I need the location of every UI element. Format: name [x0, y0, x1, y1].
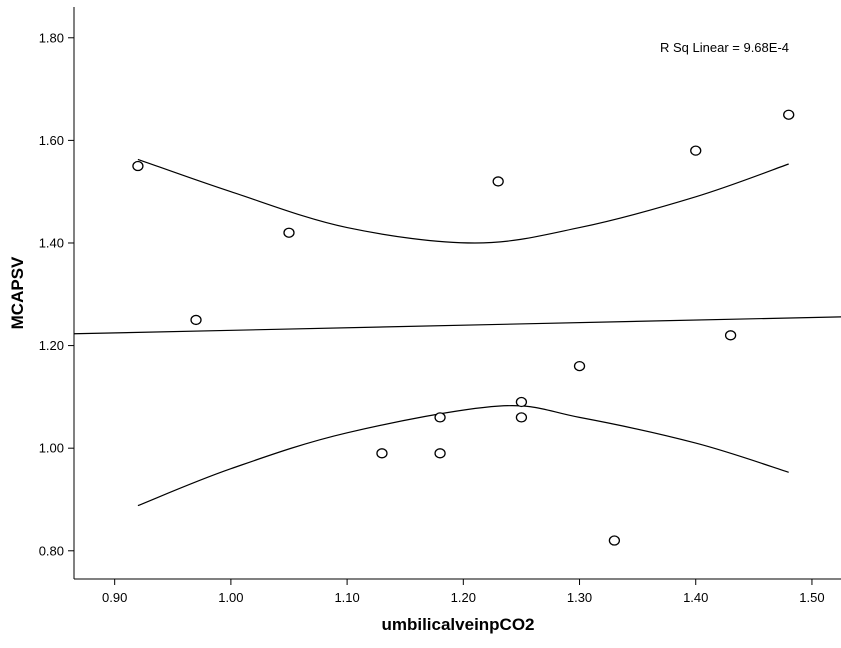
r-squared-annotation: R Sq Linear = 9.68E-4	[660, 40, 789, 55]
y-ticks: 0.80 1.00 1.20 1.40 1.60 1.80	[39, 30, 74, 558]
data-point	[283, 227, 295, 238]
data-point	[573, 360, 586, 372]
y-tick-label: 1.40	[39, 235, 64, 250]
data-point	[724, 330, 737, 341]
x-tick-label: 1.30	[567, 590, 592, 605]
y-tick-label: 1.80	[39, 30, 64, 45]
y-tick-label: 0.80	[39, 543, 64, 558]
x-tick-label: 0.90	[102, 590, 127, 605]
data-points	[132, 109, 795, 546]
y-tick-label: 1.60	[39, 133, 64, 148]
y-axis-title: MCAPSV	[8, 256, 27, 329]
data-point	[434, 412, 446, 423]
data-point	[783, 109, 795, 120]
data-point	[515, 412, 528, 423]
lower-confidence-curve	[137, 405, 789, 507]
data-point	[608, 535, 621, 546]
data-point	[492, 176, 504, 187]
data-point	[434, 448, 446, 459]
x-tick-label: 1.00	[218, 590, 243, 605]
y-tick-label: 1.00	[39, 441, 64, 456]
x-ticks: 0.90 1.00 1.10 1.20 1.30 1.40 1.50	[102, 579, 825, 605]
linear-fit-line	[73, 316, 841, 335]
upper-confidence-curve	[137, 158, 789, 244]
x-axis-title: umbilicalveinpCO2	[381, 615, 534, 634]
x-tick-label: 1.10	[334, 590, 359, 605]
plot-area: 0.80 1.00 1.20 1.40 1.60 1.80 0.90 1.00 1.10 1.2…	[39, 7, 841, 605]
data-point	[132, 160, 144, 172]
x-tick-label: 1.20	[451, 590, 476, 605]
data-point	[515, 396, 528, 408]
data-point	[376, 448, 388, 459]
data-point	[690, 145, 702, 156]
data-point	[190, 314, 202, 326]
x-tick-label: 1.50	[799, 590, 824, 605]
fit-curves	[73, 158, 841, 507]
y-tick-label: 1.20	[39, 338, 64, 353]
x-tick-label: 1.40	[683, 590, 708, 605]
